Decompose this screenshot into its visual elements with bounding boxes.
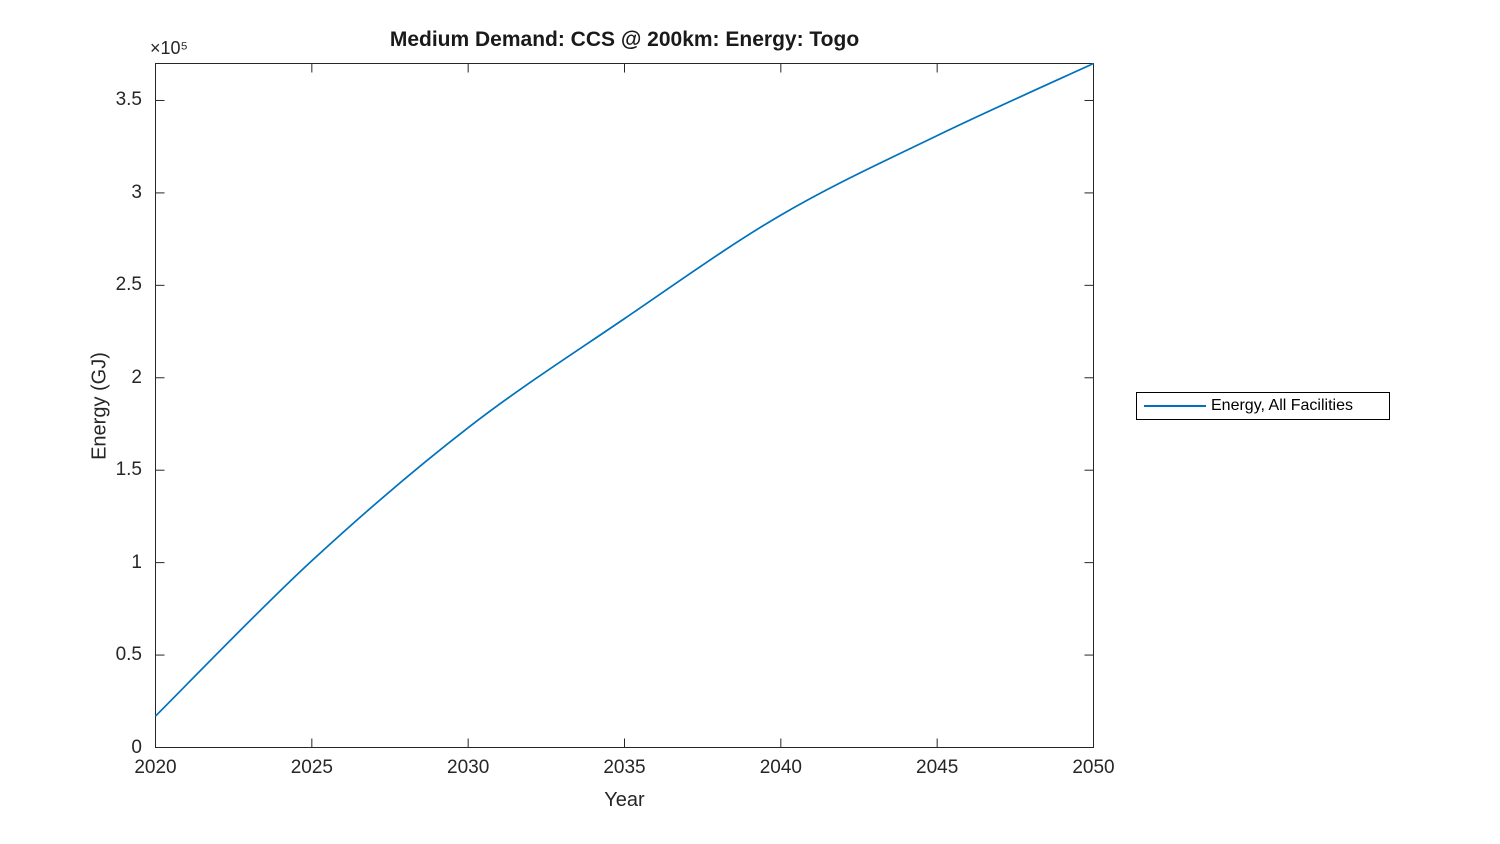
x-tick-label: 2040 [759, 757, 802, 778]
y-tick-label: 2.5 [115, 274, 142, 296]
y-tick-label: 2 [131, 366, 142, 388]
x-axis-label: Year [604, 789, 645, 811]
x-tick-label: 2030 [447, 757, 490, 778]
plot-frame [155, 63, 1094, 748]
y-axis-tick-labels: 0 0.5 1 1.5 2 2.5 3 3.5 [0, 63, 142, 757]
legend-entry-label: Energy, All Facilities [1211, 397, 1353, 414]
y-tick-label: 1 [131, 551, 142, 573]
x-tick-label: 2050 [1072, 757, 1115, 778]
legend: Energy, All Facilities [1136, 392, 1390, 420]
x-tick-label: 2035 [603, 757, 646, 778]
y-tick-label: 3.5 [115, 89, 142, 111]
energy-series-line [155, 63, 1094, 717]
y-tick-label: 0 [131, 736, 142, 758]
x-tick-label: 2025 [290, 757, 333, 778]
legend-line-sample [1144, 405, 1206, 407]
x-tick-label: 2045 [916, 757, 959, 778]
x-tick-label: 2020 [134, 757, 177, 778]
y-tick-label: 3 [131, 181, 142, 203]
y-axis-multiplier: ×10⁵ [150, 38, 188, 58]
y-tick-label: 0.5 [115, 644, 142, 666]
y-tick-label: 1.5 [115, 459, 142, 481]
x-axis-tick-labels: 2020 2025 2030 2035 2040 2045 2050 [134, 757, 1114, 781]
plot-area [155, 63, 1094, 748]
chart-title: Medium Demand: CCS @ 200km: Energy: Togo [389, 28, 860, 51]
y-axis-label: Energy (GJ) [88, 352, 111, 460]
